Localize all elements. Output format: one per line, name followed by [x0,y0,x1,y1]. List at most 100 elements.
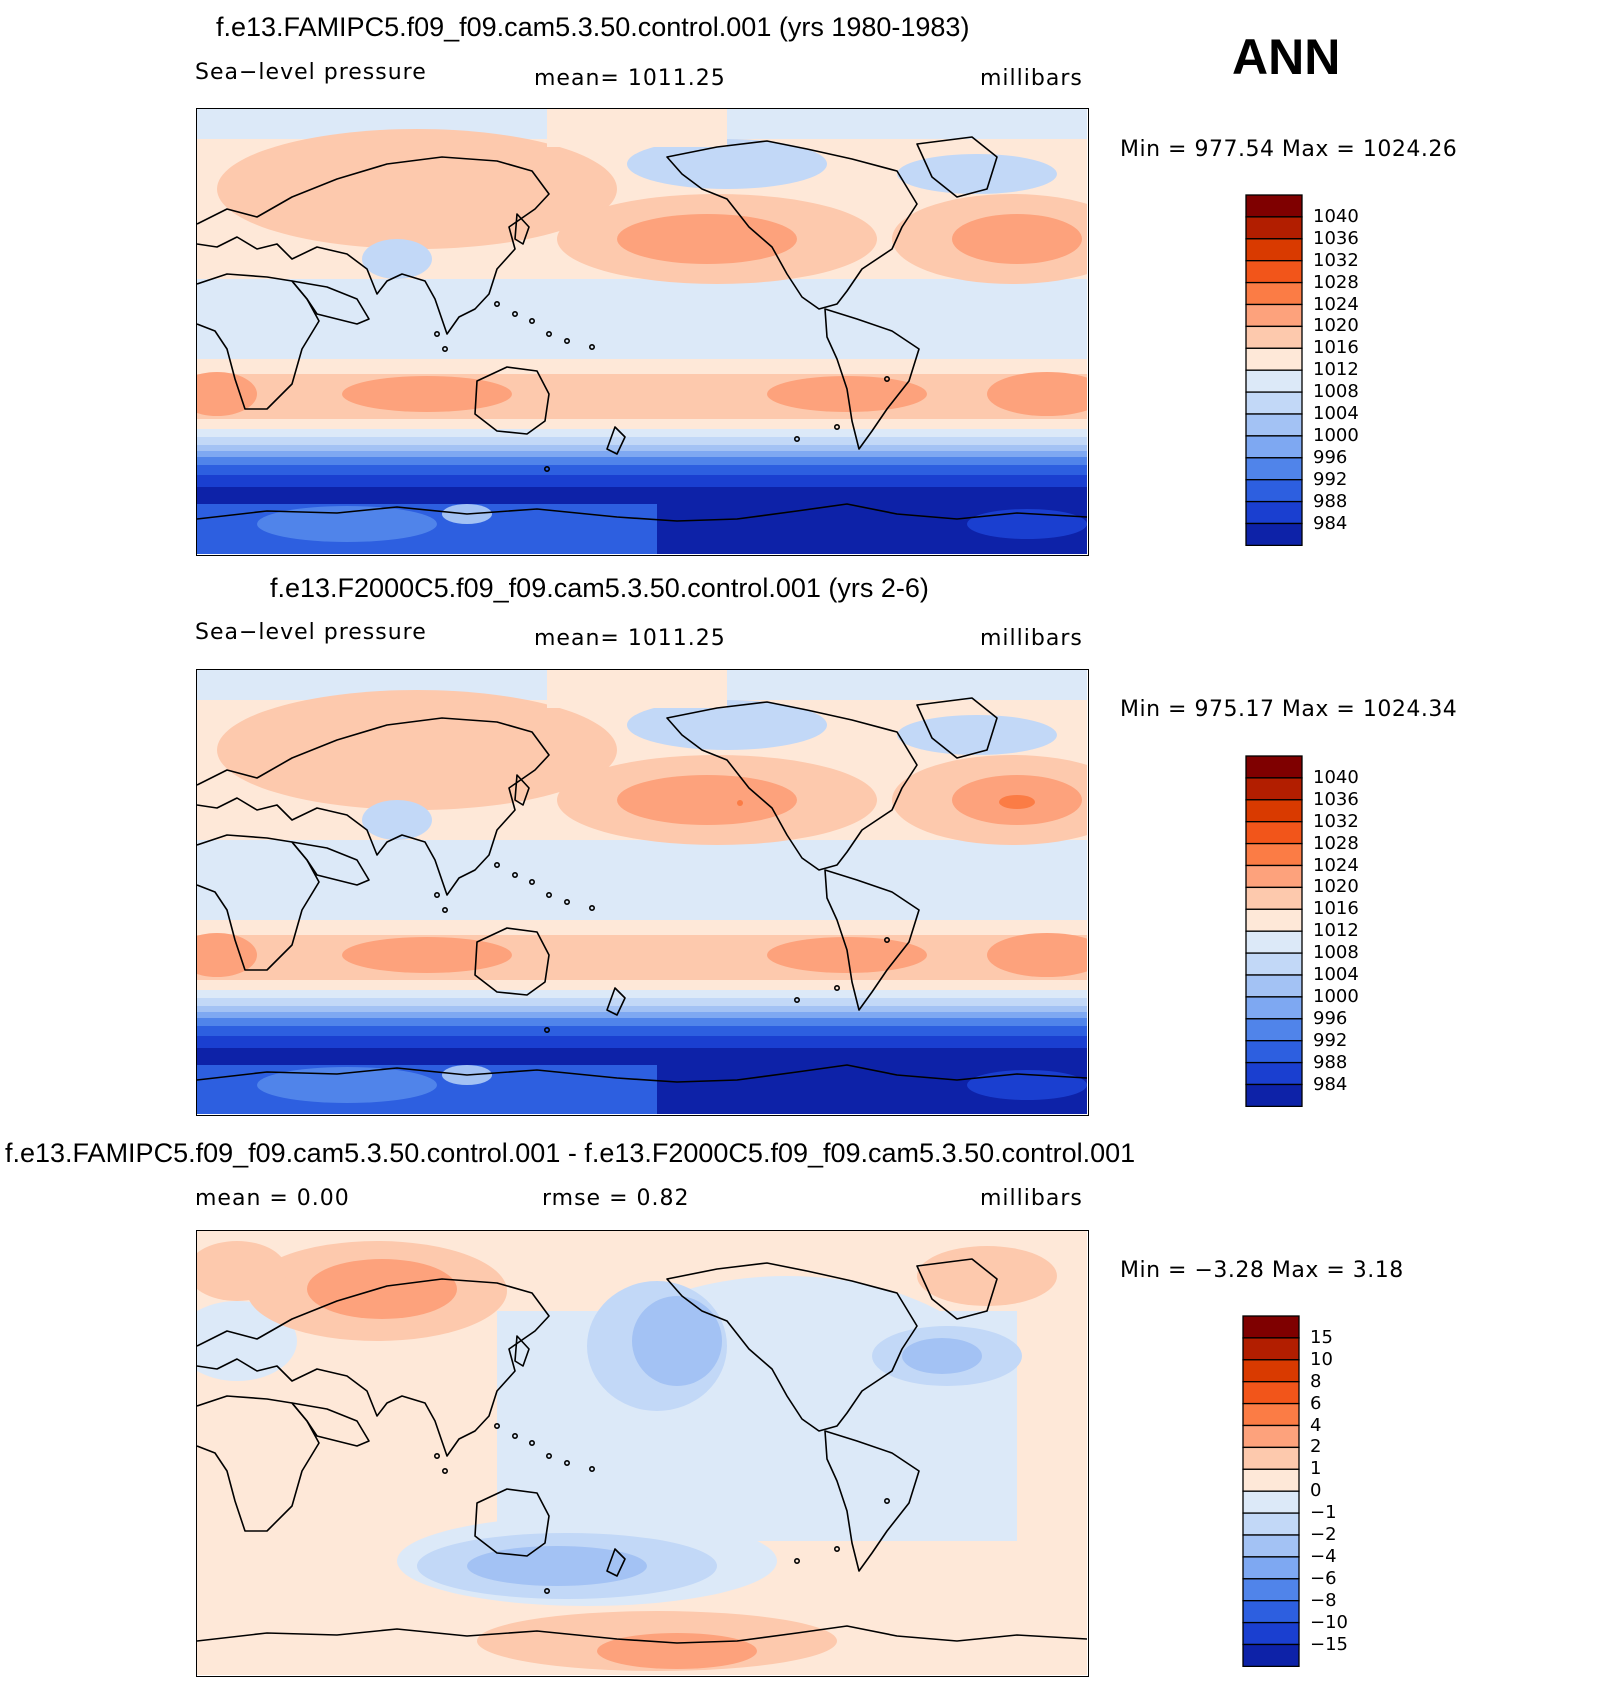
coastline [666,1262,918,1432]
island [528,879,535,886]
colorbar-swatch [1245,413,1303,437]
colorbar-level-label: 1016 [1313,898,1359,920]
island [793,1557,800,1564]
field-band [547,670,727,708]
panel2-mean: mean= 1011.25 [534,626,726,651]
season-label: ANN [1232,29,1341,85]
colorbar-swatch [1242,1381,1300,1405]
field-blob [897,154,1057,194]
colorbar-level-label: −6 [1310,1567,1337,1589]
colorbar-swatch [1245,996,1303,1020]
field-band [197,465,1087,475]
colorbar-swatch [1245,974,1303,998]
colorbar-level-label: 1000 [1313,424,1359,446]
coastline [474,1488,550,1557]
colorbar-swatch [1245,194,1303,218]
panel2-map [196,669,1089,1116]
coastline [197,156,550,335]
colorbar-swatch [1242,1359,1300,1383]
colorbar-swatch [1245,522,1303,547]
field-band [197,475,1087,487]
colorbar-swatch [1245,755,1303,779]
coastline [514,774,530,806]
colorbar-level-label: 1024 [1313,293,1359,315]
field-blob [627,700,827,750]
panel3-title: f.e13.FAMIPC5.f09_f09.cam5.3.50.control.… [5,1138,1136,1168]
colorbar-level-label: 984 [1313,512,1348,534]
field-band [197,429,1087,437]
field-blob [597,1633,757,1669]
colorbar-level-label: 988 [1313,1051,1348,1073]
panel3-map-field [197,1231,1087,1675]
field-blob [737,800,743,806]
panel2-variable: Sea−level pressure [195,620,427,645]
field-band [197,445,1087,451]
colorbar-swatch [1245,777,1303,801]
coastline [197,834,320,971]
colorbar-level-label: 1036 [1313,227,1359,249]
panel1-minmax: Min = 977.54 Max = 1024.26 [1120,137,1458,162]
colorbar-level-label: 2 [1310,1436,1322,1458]
panel2-title: f.e13.F2000C5.f09_f09.cam5.3.50.control.… [270,573,929,603]
colorbar-level-label: 1012 [1313,359,1359,381]
colorbar-swatch [1242,1600,1300,1624]
colorbar-swatch [1242,1621,1300,1646]
panel1-variable: Sea−level pressure [195,60,427,85]
field-band [547,109,727,147]
coastline [666,701,918,871]
field-blob [342,376,512,412]
colorbar-swatch [1245,347,1303,371]
panel1-map-field [197,109,1087,554]
island [563,338,570,345]
colorbar-swatch [1245,842,1303,867]
colorbar-level-label: 1028 [1313,832,1359,854]
field-blob [342,937,512,973]
colorbar-swatch [1245,1061,1303,1086]
island [511,872,518,879]
island [793,996,800,1003]
colorbar-swatch [1245,1018,1303,1042]
panel2-map-field [197,670,1087,1114]
colorbar-level-label: 1008 [1313,942,1359,964]
field-band [197,1006,1087,1012]
colorbar-level-label: 988 [1313,490,1348,512]
field-band [197,437,1087,445]
colorbar-level-label: 6 [1310,1392,1322,1414]
colorbar-level-label: 1040 [1313,766,1359,788]
panel1-mean: mean= 1011.25 [534,66,726,91]
colorbar-level-label: 1 [1310,1458,1322,1480]
island [545,1453,552,1460]
coastline [197,1625,1087,1644]
colorbar-swatch [1242,1446,1300,1470]
panel3-minmax: Min = −3.28 Max = 3.18 [1120,1258,1404,1283]
island [493,301,500,308]
coastline [916,1258,998,1320]
colorbar-swatches [1242,1315,1300,1668]
island [493,1423,500,1430]
coastline [824,308,920,450]
field-layer [197,109,1087,554]
colorbar-level-label: 1040 [1313,205,1359,227]
coastlines [197,697,1087,1083]
colorbar-swatch [1245,821,1303,845]
coastline [606,1548,626,1577]
field-blob [897,715,1057,755]
field-blob [617,775,797,825]
field-band [197,1012,1087,1018]
colorbar-swatch [1245,500,1303,525]
colorbar-swatch [1245,864,1303,889]
island [511,1433,518,1440]
colorbar-level-label: 1012 [1313,920,1359,942]
colorbar-level-label: 1032 [1313,810,1359,832]
field-blob [362,800,432,840]
colorbar-level-label: 984 [1313,1073,1348,1095]
field-blob [617,214,797,264]
field-blob [967,1070,1087,1100]
colorbar-level-label: 1004 [1313,403,1359,424]
field-band [197,1026,1087,1036]
island [528,318,535,325]
colorbar-swatch [1245,391,1303,415]
field-blob [257,1067,437,1103]
colorbar-level-label: −10 [1310,1611,1348,1633]
colorbar-swatch [1245,325,1303,349]
